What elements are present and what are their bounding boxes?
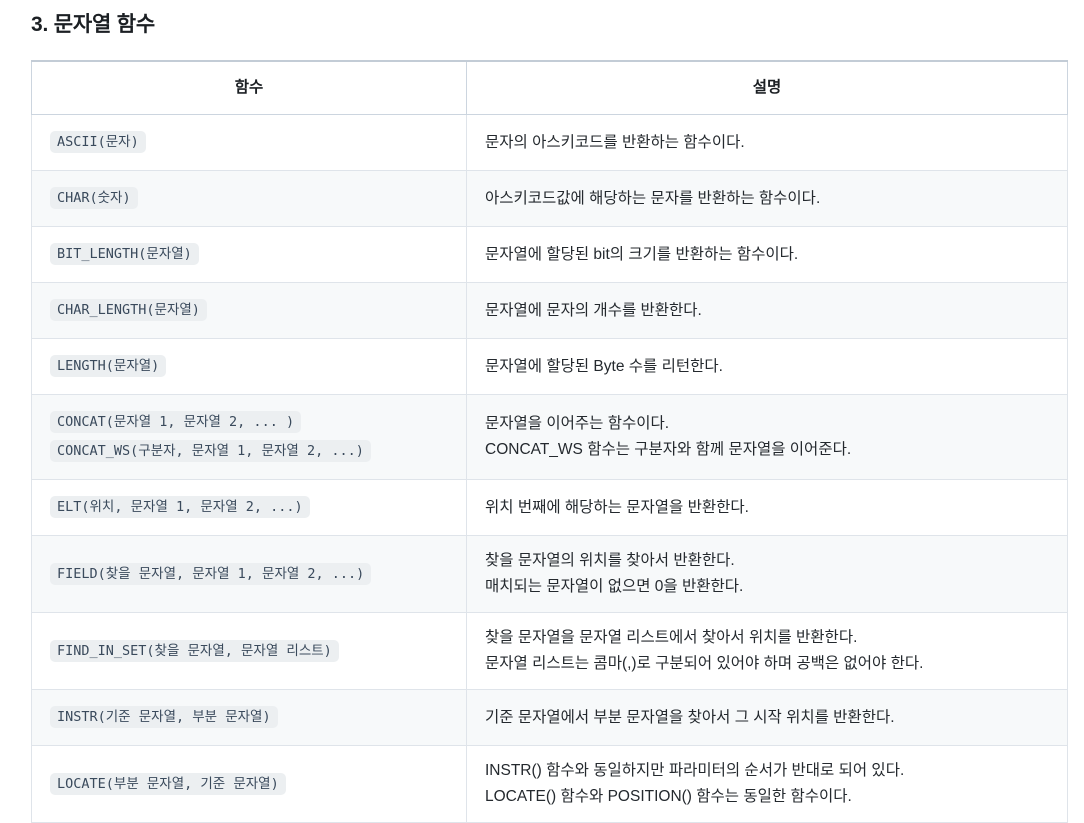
table-row: CHAR_LENGTH(문자열) 문자열에 문자의 개수를 반환한다. xyxy=(31,282,1068,339)
function-signature-cell: LENGTH(문자열) xyxy=(31,338,467,395)
signature-list: CHAR(숫자) xyxy=(50,185,448,212)
function-signature-cell: INSTR(기준 문자열, 부분 문자열) xyxy=(31,689,467,746)
function-signature-cell: BIT_LENGTH(문자열) xyxy=(31,226,467,283)
function-signature-code: BIT_LENGTH(문자열) xyxy=(50,243,199,265)
signature-list: ELT(위치, 문자열 1, 문자열 2, ...) xyxy=(50,494,448,521)
signature-list: FIELD(찾을 문자열, 문자열 1, 문자열 2, ...) xyxy=(50,561,448,588)
description-cell: 기준 문자열에서 부분 문자열을 찾아서 그 시작 위치를 반환한다. xyxy=(466,689,1068,746)
function-signature-cell: CONCAT(문자열 1, 문자열 2, ... ) CONCAT_WS(구분자,… xyxy=(31,394,467,480)
document-page: 3. 문자열 함수 함수 설명 ASCII(문자) 문자의 아스키코드를 반환하는… xyxy=(31,13,1068,823)
signature-list: LOCATE(부분 문자열, 기준 문자열) xyxy=(50,771,448,798)
description-line: LOCATE() 함수와 POSITION() 함수는 동일한 함수이다. xyxy=(485,788,852,805)
table-row: LOCATE(부분 문자열, 기준 문자열) INSTR() 함수와 동일하지만 … xyxy=(31,745,1068,823)
table-header: 함수 설명 xyxy=(31,60,1068,115)
description-line: CONCAT_WS 함수는 구분자와 함께 문자열을 이어준다. xyxy=(485,441,852,458)
function-signature-cell: FIELD(찾을 문자열, 문자열 1, 문자열 2, ...) xyxy=(31,535,467,613)
function-signature-code: FIELD(찾을 문자열, 문자열 1, 문자열 2, ...) xyxy=(50,562,372,585)
table-row: FIND_IN_SET(찾을 문자열, 문자열 리스트) 찾을 문자열을 문자열 … xyxy=(31,612,1068,690)
table-row: LENGTH(문자열) 문자열에 할당된 Byte 수를 리턴한다. xyxy=(31,338,1068,395)
description-line: 위치 번째에 해당하는 문자열을 반환한다. xyxy=(485,498,749,516)
function-signature-code: CHAR(숫자) xyxy=(50,187,138,209)
function-signature-code: LENGTH(문자열) xyxy=(50,355,167,377)
table-row: CONCAT(문자열 1, 문자열 2, ... ) CONCAT_WS(구분자,… xyxy=(31,394,1068,480)
table-body: ASCII(문자) 문자의 아스키코드를 반환하는 함수이다. CHAR(숫자) 아스… xyxy=(31,114,1068,823)
function-signature-cell: FIND_IN_SET(찾을 문자열, 문자열 리스트) xyxy=(31,612,467,690)
description-cell: INSTR() 함수와 동일하지만 파라미터의 순서가 반대로 되어 있다. LO… xyxy=(466,745,1068,823)
description-line: 아스키코드값에 해당하는 문자를 반환하는 함수이다. xyxy=(485,189,821,207)
description-cell: 문자열에 문자의 개수를 반환한다. xyxy=(466,282,1068,339)
description-line: 문자열을 이어주는 함수이다. xyxy=(485,415,670,432)
function-signature-code: ASCII(문자) xyxy=(50,131,146,153)
function-signature-cell: ASCII(문자) xyxy=(31,114,467,171)
string-functions-table: 함수 설명 ASCII(문자) 문자의 아스키코드를 반환하는 함수이다. CHAR… xyxy=(31,60,1068,823)
description-line: 찾을 문자열의 위치를 찾아서 반환한다. xyxy=(485,552,735,569)
string-functions-table-container: 함수 설명 ASCII(문자) 문자의 아스키코드를 반환하는 함수이다. CHAR… xyxy=(31,60,1068,823)
description-line: 문자열에 할당된 Byte 수를 리턴한다. xyxy=(485,357,723,375)
table-row: FIELD(찾을 문자열, 문자열 1, 문자열 2, ...) 찾을 문자열의 … xyxy=(31,535,1068,613)
description-line: 문자의 아스키코드를 반환하는 함수이다. xyxy=(485,133,745,151)
table-row: ASCII(문자) 문자의 아스키코드를 반환하는 함수이다. xyxy=(31,114,1068,171)
signature-list: ASCII(문자) xyxy=(50,129,448,156)
table-row: INSTR(기준 문자열, 부분 문자열) 기준 문자열에서 부분 문자열을 찾아… xyxy=(31,689,1068,746)
description-cell: 문자열에 할당된 bit의 크기를 반환하는 함수이다. xyxy=(466,226,1068,283)
table-row: BIT_LENGTH(문자열) 문자열에 할당된 bit의 크기를 반환하는 함수… xyxy=(31,226,1068,283)
description-cell: 문자의 아스키코드를 반환하는 함수이다. xyxy=(466,114,1068,171)
description-cell: 찾을 문자열의 위치를 찾아서 반환한다. 매치되는 문자열이 없으면 0을 반환… xyxy=(466,535,1068,613)
description-cell: 문자열을 이어주는 함수이다. CONCAT_WS 함수는 구분자와 함께 문자열… xyxy=(466,394,1068,480)
table-row: ELT(위치, 문자열 1, 문자열 2, ...) 위치 번째에 해당하는 문자… xyxy=(31,479,1068,536)
signature-list: INSTR(기준 문자열, 부분 문자열) xyxy=(50,704,448,731)
signature-list: BIT_LENGTH(문자열) xyxy=(50,241,448,268)
signature-line: CHAR(숫자) xyxy=(50,185,448,212)
function-signature-code: ELT(위치, 문자열 1, 문자열 2, ...) xyxy=(50,496,310,518)
signature-line: CHAR_LENGTH(문자열) xyxy=(50,297,448,324)
signature-line: LENGTH(문자열) xyxy=(50,353,448,380)
signature-line: FIND_IN_SET(찾을 문자열, 문자열 리스트) xyxy=(50,638,448,665)
table-row: CHAR(숫자) 아스키코드값에 해당하는 문자를 반환하는 함수이다. xyxy=(31,170,1068,227)
function-signature-code: CONCAT(문자열 1, 문자열 2, ... ) xyxy=(50,411,302,433)
function-signature-cell: CHAR_LENGTH(문자열) xyxy=(31,282,467,339)
description-cell: 찾을 문자열을 문자열 리스트에서 찾아서 위치를 반환한다. 문자열 리스트는 … xyxy=(466,612,1068,690)
description-line: 문자열 리스트는 콤마(,)로 구분되어 있어야 하며 공백은 없어야 한다. xyxy=(485,655,924,672)
description-cell: 아스키코드값에 해당하는 문자를 반환하는 함수이다. xyxy=(466,170,1068,227)
function-signature-code: LOCATE(부분 문자열, 기준 문자열) xyxy=(50,772,286,795)
function-signature-code: CHAR_LENGTH(문자열) xyxy=(50,299,207,321)
description-cell: 위치 번째에 해당하는 문자열을 반환한다. xyxy=(466,479,1068,536)
signature-line: INSTR(기준 문자열, 부분 문자열) xyxy=(50,704,448,731)
signature-list: CHAR_LENGTH(문자열) xyxy=(50,297,448,324)
signature-line: BIT_LENGTH(문자열) xyxy=(50,241,448,268)
page-title: 3. 문자열 함수 xyxy=(31,13,155,36)
description-line: 문자열에 할당된 bit의 크기를 반환하는 함수이다. xyxy=(485,245,799,263)
signature-line: ELT(위치, 문자열 1, 문자열 2, ...) xyxy=(50,494,448,521)
function-signature-code: INSTR(기준 문자열, 부분 문자열) xyxy=(50,706,278,728)
description-line: INSTR() 함수와 동일하지만 파라미터의 순서가 반대로 되어 있다. xyxy=(485,762,905,779)
description-line: 문자열에 문자의 개수를 반환한다. xyxy=(485,301,702,319)
function-signature-cell: CHAR(숫자) xyxy=(31,170,467,227)
function-signature-code: FIND_IN_SET(찾을 문자열, 문자열 리스트) xyxy=(50,639,339,662)
column-header-function: 함수 xyxy=(31,60,467,115)
table-header-row: 함수 설명 xyxy=(31,60,1068,115)
signature-line: ASCII(문자) xyxy=(50,129,448,156)
signature-line: CONCAT(문자열 1, 문자열 2, ... ) xyxy=(50,409,448,436)
description-line: 기준 문자열에서 부분 문자열을 찾아서 그 시작 위치를 반환한다. xyxy=(485,708,895,726)
function-signature-code: CONCAT_WS(구분자, 문자열 1, 문자열 2, ...) xyxy=(50,440,371,462)
function-signature-cell: LOCATE(부분 문자열, 기준 문자열) xyxy=(31,745,467,823)
description-line: 매치되는 문자열이 없으면 0을 반환한다. xyxy=(485,578,744,595)
signature-line: FIELD(찾을 문자열, 문자열 1, 문자열 2, ...) xyxy=(50,561,448,588)
description-line: 찾을 문자열을 문자열 리스트에서 찾아서 위치를 반환한다. xyxy=(485,629,858,646)
column-header-description: 설명 xyxy=(466,60,1068,115)
signature-list: FIND_IN_SET(찾을 문자열, 문자열 리스트) xyxy=(50,638,448,665)
signature-line: LOCATE(부분 문자열, 기준 문자열) xyxy=(50,771,448,798)
signature-list: LENGTH(문자열) xyxy=(50,353,448,380)
signature-list: CONCAT(문자열 1, 문자열 2, ... ) CONCAT_WS(구분자,… xyxy=(50,409,448,465)
description-cell: 문자열에 할당된 Byte 수를 리턴한다. xyxy=(466,338,1068,395)
signature-line: CONCAT_WS(구분자, 문자열 1, 문자열 2, ...) xyxy=(50,438,448,465)
function-signature-cell: ELT(위치, 문자열 1, 문자열 2, ...) xyxy=(31,479,467,536)
